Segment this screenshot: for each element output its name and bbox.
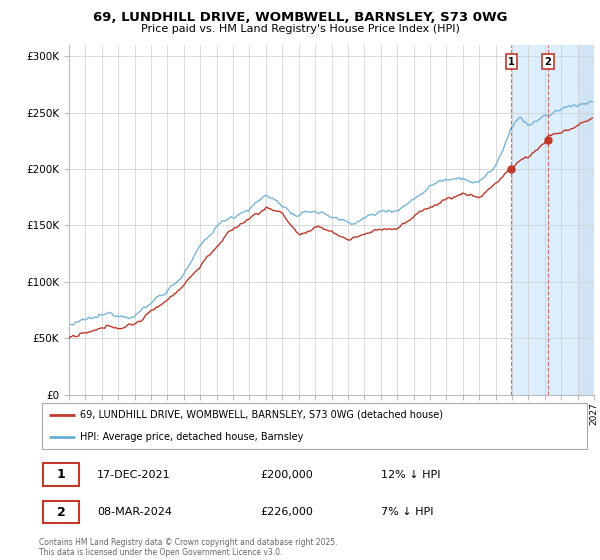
Text: Contains HM Land Registry data © Crown copyright and database right 2025.
This d: Contains HM Land Registry data © Crown c… (39, 538, 337, 557)
Text: HPI: Average price, detached house, Barnsley: HPI: Average price, detached house, Barn… (80, 432, 304, 442)
FancyBboxPatch shape (42, 404, 587, 449)
Text: 17-DEC-2021: 17-DEC-2021 (97, 470, 170, 480)
Text: 2: 2 (57, 506, 65, 519)
Text: 69, LUNDHILL DRIVE, WOMBWELL, BARNSLEY, S73 0WG (detached house): 69, LUNDHILL DRIVE, WOMBWELL, BARNSLEY, … (80, 410, 443, 420)
Text: 08-MAR-2024: 08-MAR-2024 (97, 507, 172, 517)
Text: 1: 1 (508, 57, 515, 67)
Bar (578, 45, 594, 395)
Text: 69, LUNDHILL DRIVE, WOMBWELL, BARNSLEY, S73 0WG: 69, LUNDHILL DRIVE, WOMBWELL, BARNSLEY, … (93, 11, 507, 24)
Text: 2: 2 (545, 57, 551, 67)
Text: 12% ↓ HPI: 12% ↓ HPI (381, 470, 441, 480)
Text: Price paid vs. HM Land Registry's House Price Index (HPI): Price paid vs. HM Land Registry's House … (140, 24, 460, 34)
Text: £200,000: £200,000 (260, 470, 313, 480)
Bar (512, 45, 594, 395)
Text: 1: 1 (57, 468, 65, 481)
Text: £226,000: £226,000 (260, 507, 313, 517)
FancyBboxPatch shape (43, 463, 79, 486)
FancyBboxPatch shape (43, 501, 79, 524)
Text: 7% ↓ HPI: 7% ↓ HPI (381, 507, 434, 517)
